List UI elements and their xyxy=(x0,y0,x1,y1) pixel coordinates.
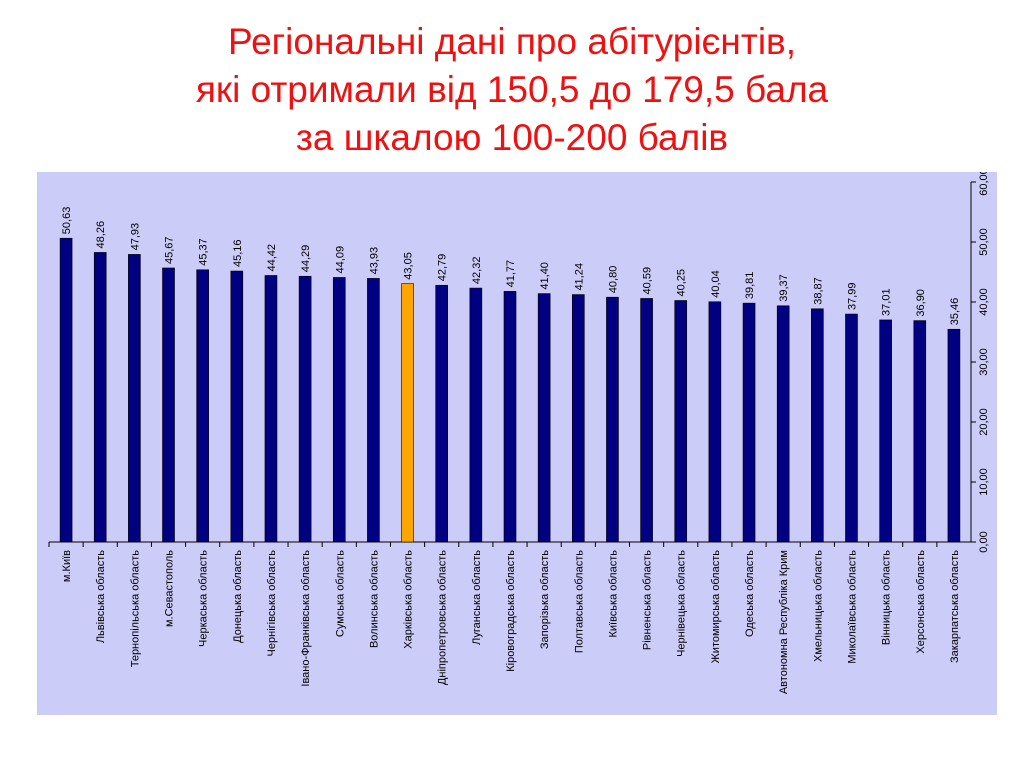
category-label: Луганська область xyxy=(471,550,483,645)
y-tick-label: 10,00 xyxy=(978,468,990,496)
category-label: Рівненська область xyxy=(642,550,654,650)
category-label: Черкаська область xyxy=(198,550,210,647)
title-line-2: які отримали від 150,5 до 179,5 бала xyxy=(195,69,829,110)
category-label: Автономна Республіка Крим xyxy=(778,550,790,694)
bar-value-label: 43,93 xyxy=(368,247,380,275)
bar-value-label: 45,37 xyxy=(198,238,210,266)
bar-value-label: 43,05 xyxy=(403,252,415,280)
y-tick-label: 30,00 xyxy=(978,348,990,376)
bar xyxy=(298,275,312,543)
category-label: Херсонська область xyxy=(915,550,927,654)
y-tick-label: 60,00 xyxy=(978,172,990,196)
category-label: Сумська область xyxy=(334,550,346,637)
bar xyxy=(947,328,961,543)
bar xyxy=(93,252,107,543)
bar xyxy=(537,293,551,543)
bar-value-label: 36,90 xyxy=(915,289,927,317)
y-tick-label: 50,00 xyxy=(978,228,990,256)
category-label: Житомирська область xyxy=(710,550,722,664)
category-label: Львівська область xyxy=(95,550,107,643)
category-label: Тернопільська область xyxy=(129,550,141,668)
category-label: Полтавська область xyxy=(573,550,585,653)
bar xyxy=(571,294,585,543)
bar-value-label: 50,63 xyxy=(61,207,73,235)
bar-value-label: 40,25 xyxy=(676,269,688,297)
chart-title: Регіональні дані про абітурієнтів, які о… xyxy=(0,18,1024,162)
bar xyxy=(128,254,141,543)
bar xyxy=(845,313,858,543)
bar xyxy=(435,284,449,543)
bar xyxy=(879,319,892,543)
bar xyxy=(503,291,517,543)
chart-area: 0,00 10,00 20,00 30,00 40,00 50,00 60,00 50,63 м… xyxy=(37,172,997,715)
bar xyxy=(469,287,483,543)
bar-value-label: 35,46 xyxy=(949,298,961,326)
bar xyxy=(332,277,346,543)
category-label: Донецька область xyxy=(232,550,244,643)
bar-value-label: 48,26 xyxy=(95,221,107,249)
bar xyxy=(401,283,414,543)
category-label: Кіровоградська область xyxy=(505,550,517,672)
bar-value-label: 40,59 xyxy=(642,267,654,295)
bar xyxy=(913,320,927,543)
category-label: Харківська область xyxy=(403,550,415,649)
category-label: Одеська область xyxy=(744,550,756,637)
category-label: Закарпатська область xyxy=(949,550,961,663)
category-label: Вінницька область xyxy=(881,550,893,645)
category-label: Дніпропетровська область xyxy=(437,550,449,685)
bar-value-label: 41,77 xyxy=(505,260,517,288)
bar xyxy=(162,267,175,543)
bar-value-label: 42,32 xyxy=(471,257,483,285)
category-label: Миколаївська область xyxy=(846,550,858,664)
category-label: Хмельницька область xyxy=(812,550,824,662)
category-label: м.Київ xyxy=(61,550,73,582)
bar-value-label: 42,79 xyxy=(437,254,449,282)
y-tick-label: 0,00 xyxy=(978,531,990,552)
bar-value-label: 38,87 xyxy=(812,277,824,305)
category-label: Волинська область xyxy=(368,550,380,648)
category-label: м.Севастополь xyxy=(164,550,176,627)
bar xyxy=(264,275,278,543)
bar xyxy=(708,301,722,543)
bar-value-label: 47,93 xyxy=(129,223,141,251)
category-label: Запорізька область xyxy=(539,550,551,649)
title-line-1: Регіональні дані про абітурієнтів, xyxy=(228,21,796,62)
bar-chart: 0,00 10,00 20,00 30,00 40,00 50,00 60,00 50,63 м… xyxy=(48,172,990,694)
bar-value-label: 37,99 xyxy=(846,283,858,311)
bar-value-label: 44,42 xyxy=(266,244,278,272)
bar xyxy=(59,237,73,543)
bar xyxy=(674,300,688,543)
bar xyxy=(640,298,653,543)
category-label: Івано-Франківська область xyxy=(300,550,312,687)
bar xyxy=(367,278,380,543)
bar xyxy=(811,308,824,543)
bar-value-label: 44,09 xyxy=(334,246,346,274)
bar-value-label: 39,81 xyxy=(744,272,756,300)
category-label: Чернігівська область xyxy=(266,550,278,657)
bar xyxy=(230,270,244,543)
bar-value-label: 40,80 xyxy=(607,266,619,294)
bar-value-label: 44,29 xyxy=(300,245,312,273)
y-tick-label: 20,00 xyxy=(978,408,990,436)
bar-value-label: 45,16 xyxy=(232,240,244,268)
y-tick-label: 40,00 xyxy=(978,288,990,316)
bar-value-label: 39,37 xyxy=(778,274,790,302)
bar xyxy=(606,296,619,543)
category-label: Чернівецька область xyxy=(676,550,688,657)
bar xyxy=(196,269,209,543)
bar-value-label: 45,67 xyxy=(164,236,176,264)
bar-value-label: 41,40 xyxy=(539,262,551,290)
bar xyxy=(776,305,790,543)
bar-value-label: 41,24 xyxy=(573,263,585,291)
title-line-3: за шкалою 100-200 балів xyxy=(295,117,729,158)
bar-value-label: 40,04 xyxy=(710,270,722,298)
bar xyxy=(742,302,756,543)
bar-value-label: 37,01 xyxy=(881,288,893,316)
category-label: Київська область xyxy=(607,550,619,638)
